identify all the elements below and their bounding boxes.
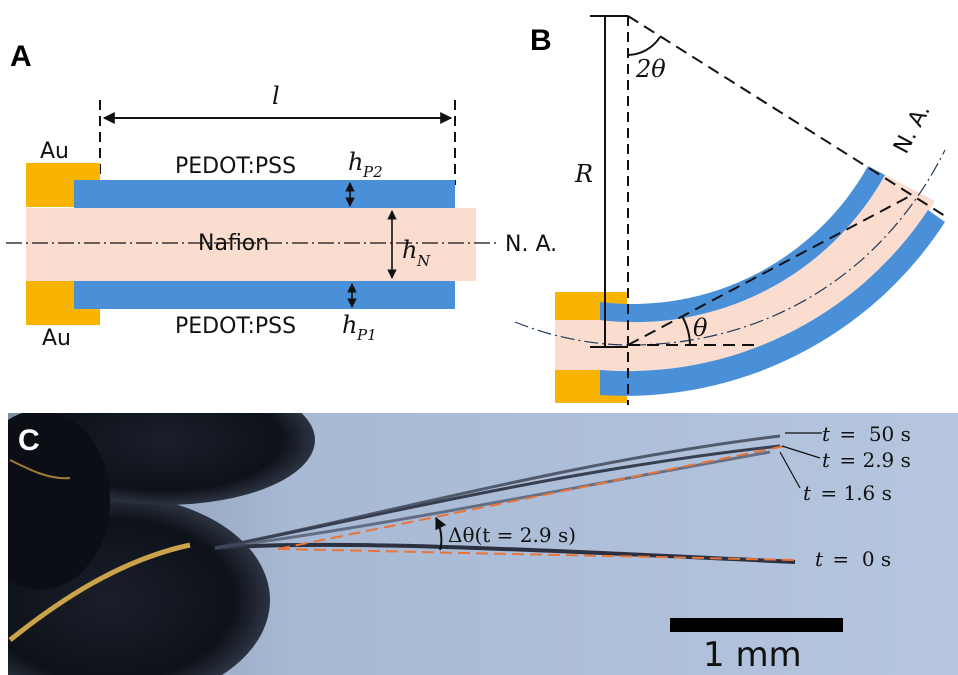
panel-a-letter: A bbox=[10, 40, 32, 73]
svg-text:P1: P1 bbox=[356, 326, 377, 344]
pedot-top-layer bbox=[74, 180, 455, 208]
time-label-2-9: t = 2.9 s bbox=[822, 448, 911, 472]
nafion-layer bbox=[26, 208, 476, 281]
pedot-bottom-bent bbox=[600, 210, 945, 396]
electrode-bottom-label: Au bbox=[42, 326, 71, 351]
svg-text:P2: P2 bbox=[362, 163, 383, 181]
length-symbol: l bbox=[272, 82, 280, 110]
pedot-bottom-layer bbox=[74, 281, 455, 309]
svg-text:t: t bbox=[803, 481, 812, 505]
svg-text:= 50 s: = 50 s bbox=[833, 422, 911, 446]
svg-text:h: h bbox=[348, 148, 363, 176]
panel-b: B R 2θ θ N. A. bbox=[514, 15, 946, 405]
thickness-bottom-label: h P1 bbox=[342, 311, 377, 344]
time-label-1-6: t = 1.6 s bbox=[803, 481, 892, 505]
scale-bar-label: 1 mm bbox=[703, 635, 802, 675]
angle-top-label: 2θ bbox=[635, 55, 666, 83]
angle-arc-top bbox=[627, 36, 661, 56]
neutral-axis-label-b: N. A. bbox=[889, 100, 936, 158]
svg-text:h: h bbox=[402, 236, 417, 264]
nafion-label: Nafion bbox=[198, 231, 269, 256]
electrode-top-label: Au bbox=[40, 139, 69, 164]
svg-text:N: N bbox=[416, 252, 431, 270]
pedot-top-label: PEDOT:PSS bbox=[175, 154, 296, 179]
time-label-0: t = 0 s bbox=[815, 547, 891, 571]
chord-dashed bbox=[627, 195, 911, 346]
panel-c-letter: C bbox=[18, 424, 40, 457]
guide-line-upper bbox=[277, 445, 786, 550]
svg-text:= 2.9 s: = 2.9 s bbox=[833, 448, 911, 472]
scale-bar bbox=[670, 618, 843, 632]
svg-text:= 1.6 s: = 1.6 s bbox=[814, 481, 892, 505]
radial-dashed bbox=[627, 15, 946, 217]
angle-arc-bottom bbox=[681, 315, 691, 346]
strip-t50 bbox=[214, 434, 781, 550]
angle-bottom-label: θ bbox=[693, 314, 708, 342]
svg-text:t: t bbox=[815, 547, 824, 571]
svg-text:t: t bbox=[822, 422, 831, 446]
time-label-50: t = 50 s bbox=[822, 422, 911, 446]
thickness-top-label: h P2 bbox=[348, 148, 383, 181]
neutral-axis-arc bbox=[514, 149, 946, 346]
thickness-middle-label: h N bbox=[402, 236, 431, 270]
curved-arrow-icon bbox=[435, 516, 447, 551]
svg-text:h: h bbox=[342, 311, 357, 339]
delta-theta-label: Δθ(t = 2.9 s) bbox=[448, 523, 576, 547]
photo-content bbox=[8, 413, 822, 675]
panel-c: C Δθ(t = 2.9 s) t = 50 s t = 2.9 s t = 1… bbox=[8, 413, 958, 675]
panel-b-letter: B bbox=[530, 24, 552, 57]
guide-line-lower bbox=[277, 548, 796, 561]
panel-a: A l Au Au PEDOT:PSS Nafion PEDOT:PSS N. … bbox=[6, 40, 557, 351]
radius-label: R bbox=[574, 160, 593, 188]
neutral-axis-label-a: N. A. bbox=[505, 232, 557, 257]
svg-text:t: t bbox=[822, 448, 831, 472]
pedot-bottom-label: PEDOT:PSS bbox=[175, 314, 296, 339]
strip-t0 bbox=[214, 542, 796, 564]
strip-t1-6 bbox=[214, 450, 771, 550]
svg-text:= 0 s: = 0 s bbox=[826, 547, 891, 571]
nafion-bent bbox=[555, 175, 935, 372]
gold-wire bbox=[8, 542, 191, 642]
